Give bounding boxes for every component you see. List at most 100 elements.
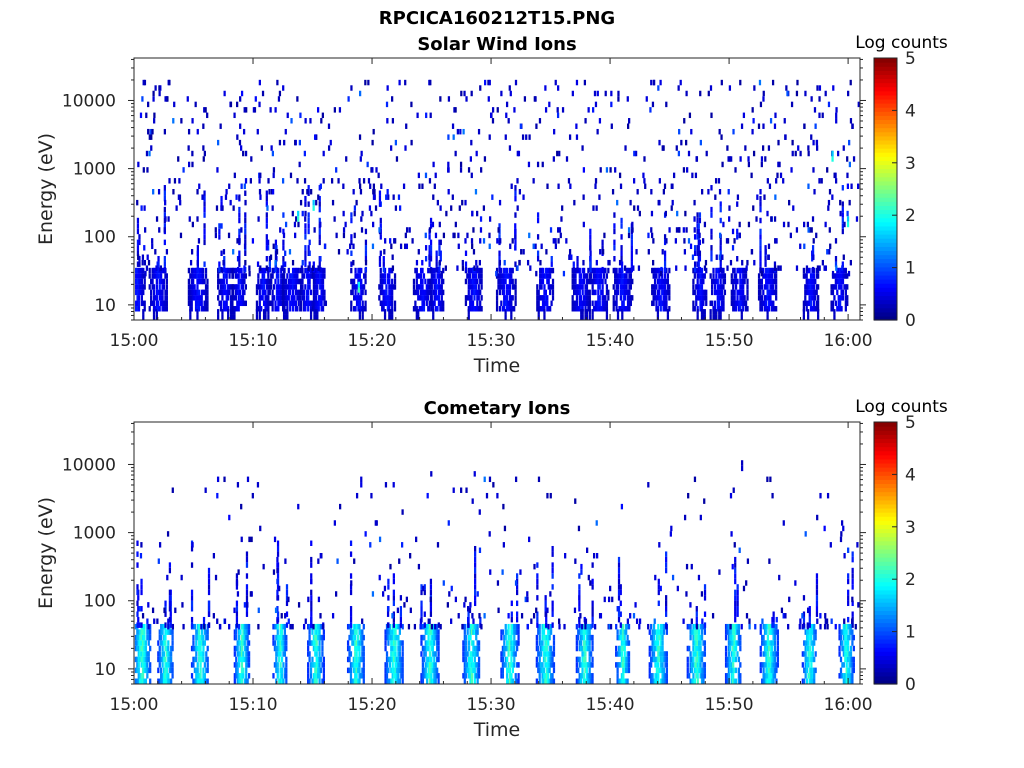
- count-cell: [428, 254, 431, 260]
- count-cell: [371, 243, 375, 250]
- count-cell: [582, 629, 586, 635]
- count-cell: [390, 645, 393, 652]
- count-cell: [615, 623, 618, 630]
- count-cell: [547, 306, 550, 312]
- count-cell: [791, 139, 794, 146]
- count-cell: [556, 150, 559, 157]
- count-cell: [284, 284, 288, 290]
- count-cell: [196, 256, 199, 262]
- count-cell: [474, 278, 478, 285]
- count-cell: [589, 250, 592, 256]
- count-cell: [247, 662, 251, 668]
- count-cell: [261, 289, 264, 296]
- count-cell: [258, 289, 261, 296]
- count-cell: [136, 295, 139, 301]
- count-cell: [808, 267, 811, 274]
- count-cell: [765, 284, 768, 290]
- count-cell: [433, 183, 436, 189]
- count-cell: [514, 79, 518, 86]
- count-cell: [419, 278, 423, 285]
- count-cell: [584, 295, 587, 301]
- count-cell: [240, 273, 243, 279]
- count-cell: [433, 678, 436, 684]
- count-cell: [440, 306, 443, 312]
- count-cell: [547, 651, 550, 657]
- count-cell: [693, 273, 696, 279]
- count-cell: [585, 673, 588, 679]
- count-cell: [239, 640, 242, 646]
- count-cell: [143, 300, 146, 307]
- count-cell: [642, 172, 645, 179]
- count-cell: [264, 309, 267, 315]
- count-cell: [707, 189, 710, 195]
- count-cell: [591, 314, 594, 320]
- count-cell: [152, 314, 156, 320]
- count-cell: [760, 284, 764, 290]
- count-cell: [763, 194, 766, 200]
- count-cell: [164, 622, 167, 628]
- y-tick-label: 10000: [62, 91, 116, 111]
- colorbar-step: [874, 311, 897, 317]
- count-cell: [137, 284, 141, 290]
- count-cell: [734, 306, 738, 312]
- count-cell: [385, 651, 389, 657]
- count-cell: [312, 645, 315, 652]
- count-cell: [730, 273, 733, 279]
- count-cell: [500, 300, 503, 307]
- count-cell: [202, 667, 205, 674]
- count-cell: [663, 284, 667, 290]
- count-cell: [585, 629, 588, 635]
- count-cell: [475, 645, 478, 652]
- count-cell: [168, 562, 172, 568]
- count-cell: [291, 259, 295, 266]
- count-cell: [623, 656, 626, 663]
- count-cell: [622, 284, 625, 290]
- count-cell: [393, 673, 396, 679]
- count-cell: [658, 273, 661, 279]
- count-cell: [617, 616, 621, 623]
- count-cell: [661, 300, 664, 307]
- count-cell: [622, 667, 625, 674]
- count-cell: [198, 673, 201, 679]
- count-cell: [686, 167, 689, 173]
- count-cell: [142, 314, 145, 320]
- count-cell: [282, 245, 285, 251]
- count-cell: [600, 267, 603, 274]
- count-cell: [544, 651, 547, 657]
- count-cell: [715, 273, 718, 279]
- count-cell: [372, 128, 375, 135]
- count-cell: [342, 227, 346, 233]
- count-cell: [857, 183, 860, 189]
- count-cell: [508, 673, 512, 679]
- count-cell: [627, 623, 631, 630]
- count-cell: [697, 273, 701, 279]
- count-cell: [142, 284, 145, 290]
- count-cell: [304, 250, 307, 256]
- count-cell: [156, 261, 159, 267]
- count-cell: [160, 634, 163, 641]
- count-cell: [536, 217, 540, 224]
- count-cell: [440, 295, 443, 301]
- count-cell: [222, 249, 226, 255]
- count-cell: [310, 562, 313, 568]
- count-cell: [594, 300, 597, 307]
- count-cell: [196, 266, 199, 273]
- count-cell: [257, 216, 260, 222]
- count-cell: [383, 249, 386, 255]
- count-cell: [577, 284, 580, 290]
- count-cell: [198, 645, 201, 652]
- count-cell: [395, 656, 399, 663]
- colorbar-tick-label: 2: [905, 206, 916, 226]
- count-cell: [275, 289, 279, 296]
- count-cell: [588, 306, 591, 312]
- count-cell: [141, 623, 145, 630]
- count-cell: [164, 96, 167, 102]
- count-cell: [434, 629, 437, 635]
- count-cell: [543, 284, 546, 290]
- count-cell: [662, 289, 665, 296]
- count-cell: [160, 667, 163, 674]
- count-cell: [352, 243, 355, 250]
- count-cell: [831, 270, 835, 277]
- count-cell: [356, 667, 360, 674]
- count-cell: [397, 194, 401, 200]
